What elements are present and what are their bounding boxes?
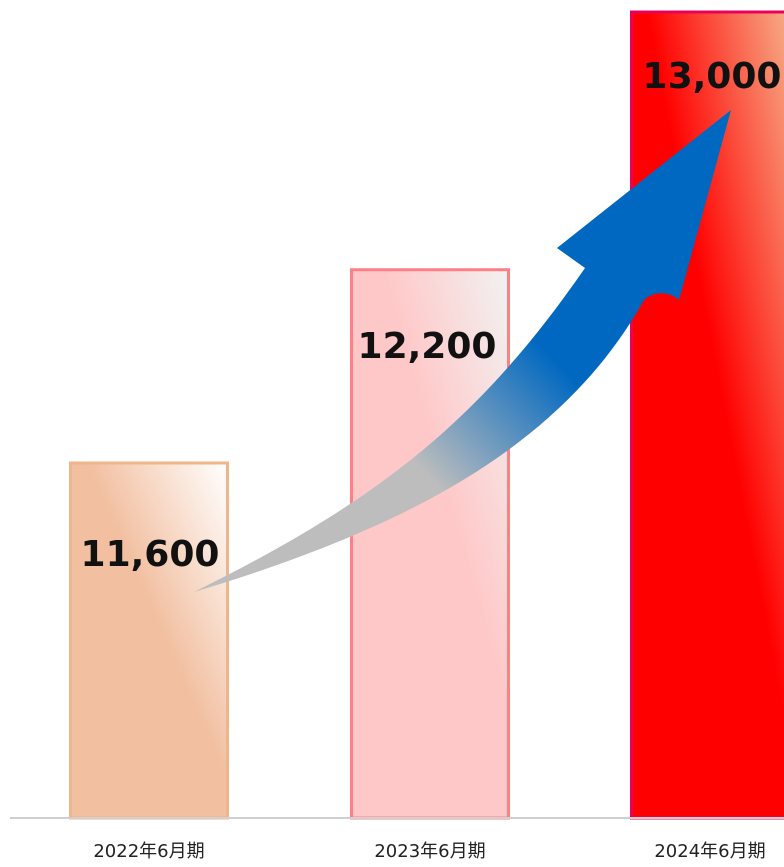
bar-0 [71,463,228,818]
x-tick-label-0: 2022年6月期 [93,841,204,862]
x-tick-label-1: 2023年6月期 [374,841,485,862]
data-label-1: 12,200 [358,326,497,367]
data-label-0: 11,600 [81,534,220,575]
data-label-2: 13,000 [643,56,782,97]
x-tick-label-2: 2024年6月期 [654,841,765,862]
